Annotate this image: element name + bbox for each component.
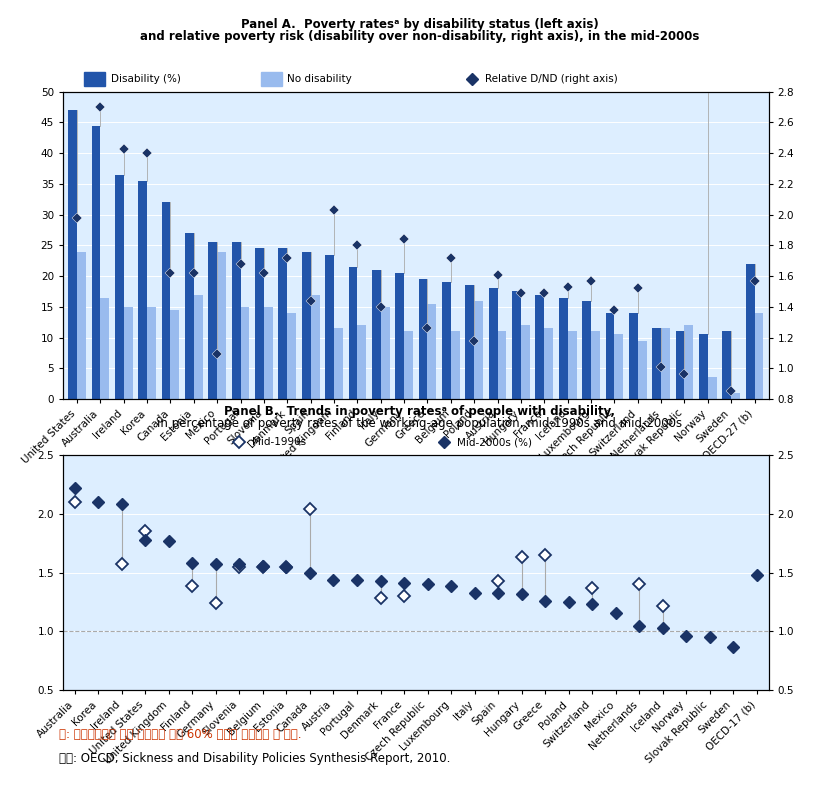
Text: Panel B.  Trends in poverty ratesᵃ of people with disability,: Panel B. Trends in poverty ratesᵃ of peo… bbox=[224, 405, 616, 418]
Bar bbox=[255, 248, 264, 399]
Text: Panel A.  Poverty ratesᵃ by disability status (left axis): Panel A. Poverty ratesᵃ by disability st… bbox=[241, 18, 599, 30]
Bar bbox=[685, 326, 693, 399]
Bar bbox=[746, 264, 754, 399]
Bar bbox=[185, 233, 194, 399]
Bar bbox=[115, 175, 123, 399]
Bar bbox=[302, 251, 311, 399]
Bar bbox=[418, 279, 428, 399]
Bar bbox=[512, 291, 521, 399]
Bar bbox=[260, 72, 281, 86]
Bar bbox=[582, 301, 591, 399]
Text: 주: 상대빈공율의 경우 중위소득 하위 60% 미만을 기준으로 한 것임.: 주: 상대빈공율의 경우 중위소득 하위 60% 미만을 기준으로 한 것임. bbox=[59, 728, 302, 741]
Bar bbox=[731, 393, 740, 399]
Bar bbox=[218, 251, 226, 399]
Bar bbox=[264, 307, 273, 399]
Bar bbox=[489, 288, 497, 399]
Bar bbox=[559, 298, 568, 399]
Bar bbox=[699, 334, 708, 399]
Bar bbox=[208, 243, 218, 399]
Bar bbox=[171, 310, 180, 399]
Bar bbox=[521, 326, 530, 399]
Bar bbox=[638, 341, 647, 399]
Text: in percentage of poverty rates of the working-age population, mid-1990s and mid-: in percentage of poverty rates of the wo… bbox=[157, 417, 683, 430]
Bar bbox=[101, 298, 109, 399]
Bar bbox=[139, 181, 147, 399]
Bar bbox=[535, 294, 544, 399]
Bar bbox=[465, 286, 475, 399]
Bar bbox=[722, 331, 731, 399]
Bar bbox=[614, 334, 623, 399]
Text: Mid-1990s: Mid-1990s bbox=[252, 437, 307, 448]
Bar bbox=[675, 331, 685, 399]
Bar bbox=[147, 307, 156, 399]
Bar bbox=[381, 307, 390, 399]
Bar bbox=[372, 270, 381, 399]
Bar bbox=[240, 307, 249, 399]
Bar bbox=[754, 313, 764, 399]
Text: Disability (%): Disability (%) bbox=[111, 74, 181, 84]
Bar bbox=[325, 255, 334, 399]
Bar bbox=[68, 110, 77, 399]
Bar bbox=[404, 331, 413, 399]
Bar bbox=[357, 326, 366, 399]
Bar bbox=[278, 248, 287, 399]
Bar bbox=[652, 328, 661, 399]
Text: 자료: OECD, Sickness and Disability Policies Synthesis Report, 2010.: 자료: OECD, Sickness and Disability Polici… bbox=[59, 752, 450, 764]
Bar bbox=[591, 331, 600, 399]
Bar bbox=[568, 331, 576, 399]
Bar bbox=[123, 307, 133, 399]
Bar bbox=[629, 313, 638, 399]
Bar bbox=[708, 377, 717, 399]
Bar bbox=[606, 313, 614, 399]
Text: No disability: No disability bbox=[287, 74, 352, 84]
Bar bbox=[232, 243, 240, 399]
Bar bbox=[161, 203, 171, 399]
Bar bbox=[334, 328, 343, 399]
Bar bbox=[428, 304, 436, 399]
Bar bbox=[194, 294, 202, 399]
Bar bbox=[77, 251, 86, 399]
Bar bbox=[442, 282, 451, 399]
Text: Mid-2000s (%): Mid-2000s (%) bbox=[457, 437, 532, 448]
Text: Relative D/ND (right axis): Relative D/ND (right axis) bbox=[485, 74, 617, 84]
Bar bbox=[84, 72, 105, 86]
Text: and relative poverty risk (disability over non-disability, right axis), in the m: and relative poverty risk (disability ov… bbox=[140, 30, 700, 42]
Bar bbox=[311, 294, 319, 399]
Bar bbox=[451, 331, 459, 399]
Bar bbox=[92, 125, 101, 399]
Bar bbox=[544, 328, 554, 399]
Bar bbox=[349, 267, 357, 399]
Bar bbox=[475, 301, 483, 399]
Bar bbox=[396, 273, 404, 399]
Bar bbox=[497, 331, 507, 399]
Bar bbox=[287, 313, 297, 399]
Bar bbox=[661, 328, 670, 399]
